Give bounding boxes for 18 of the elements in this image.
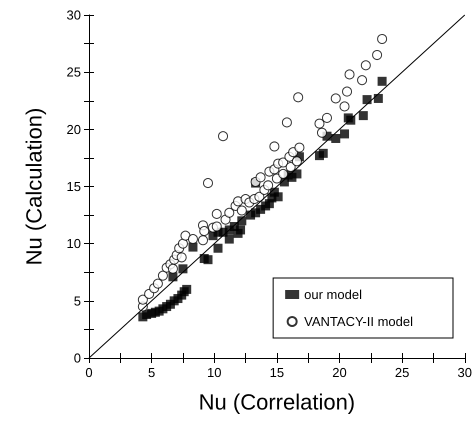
y-tick-label: 5: [74, 293, 81, 308]
legend-label: VANTACY-II model: [304, 314, 414, 329]
x-tick-label: 0: [85, 365, 93, 380]
x-tick-label: 15: [270, 365, 284, 380]
x-tick-label: 25: [394, 365, 410, 380]
y-tick-label: 15: [66, 179, 81, 194]
y-tick-label: 10: [66, 236, 81, 252]
y-axis-title: Nu (Calculation): [22, 108, 46, 266]
x-tick-label: 30: [458, 365, 472, 380]
y-tick-label: 25: [66, 64, 81, 80]
x-tick-label: 5: [148, 365, 156, 380]
x-axis-title: Nu (Correlation): [198, 390, 356, 414]
y-tick-label: 20: [66, 122, 81, 137]
y-tick-label: 0: [74, 350, 81, 366]
x-tick-label: 20: [332, 365, 347, 380]
legend-label: our model: [304, 287, 362, 302]
y-tick-label: 30: [66, 8, 81, 22]
x-tick-label: 10: [207, 365, 222, 380]
